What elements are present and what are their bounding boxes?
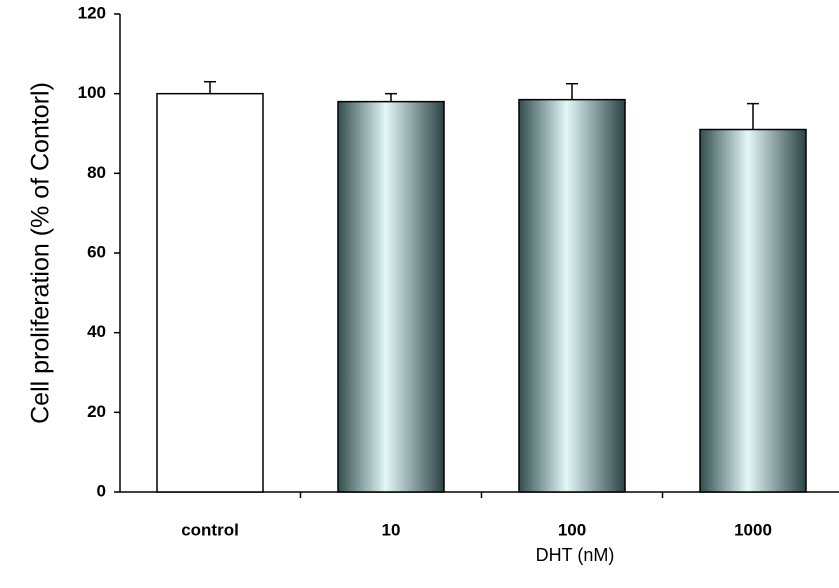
y-axis-title: Cell proliferation (% of Contorl) [27, 82, 55, 424]
x-tick-label: 1000 [734, 520, 772, 539]
chart: DHT (nM) Cell proliferation (% of Contor… [0, 0, 839, 588]
y-tick-label: 20 [87, 402, 106, 421]
x-tick-label: 10 [382, 520, 401, 539]
bar [338, 102, 444, 492]
page: {"chart_data": {"type": "bar", "categori… [0, 0, 839, 588]
bar [519, 100, 625, 492]
x-tick-label: 100 [558, 520, 586, 539]
y-tick-label: 100 [78, 83, 106, 102]
x-axis-title: DHT (nM) [536, 545, 615, 565]
bar [700, 130, 806, 492]
bar [157, 94, 263, 492]
y-tick-label: 60 [87, 242, 106, 261]
y-tick-label: 0 [97, 481, 106, 500]
y-tick-label: 40 [87, 322, 106, 341]
y-tick-label: 120 [78, 3, 106, 22]
x-tick-label: control [181, 520, 239, 539]
y-tick-label: 80 [87, 163, 106, 182]
